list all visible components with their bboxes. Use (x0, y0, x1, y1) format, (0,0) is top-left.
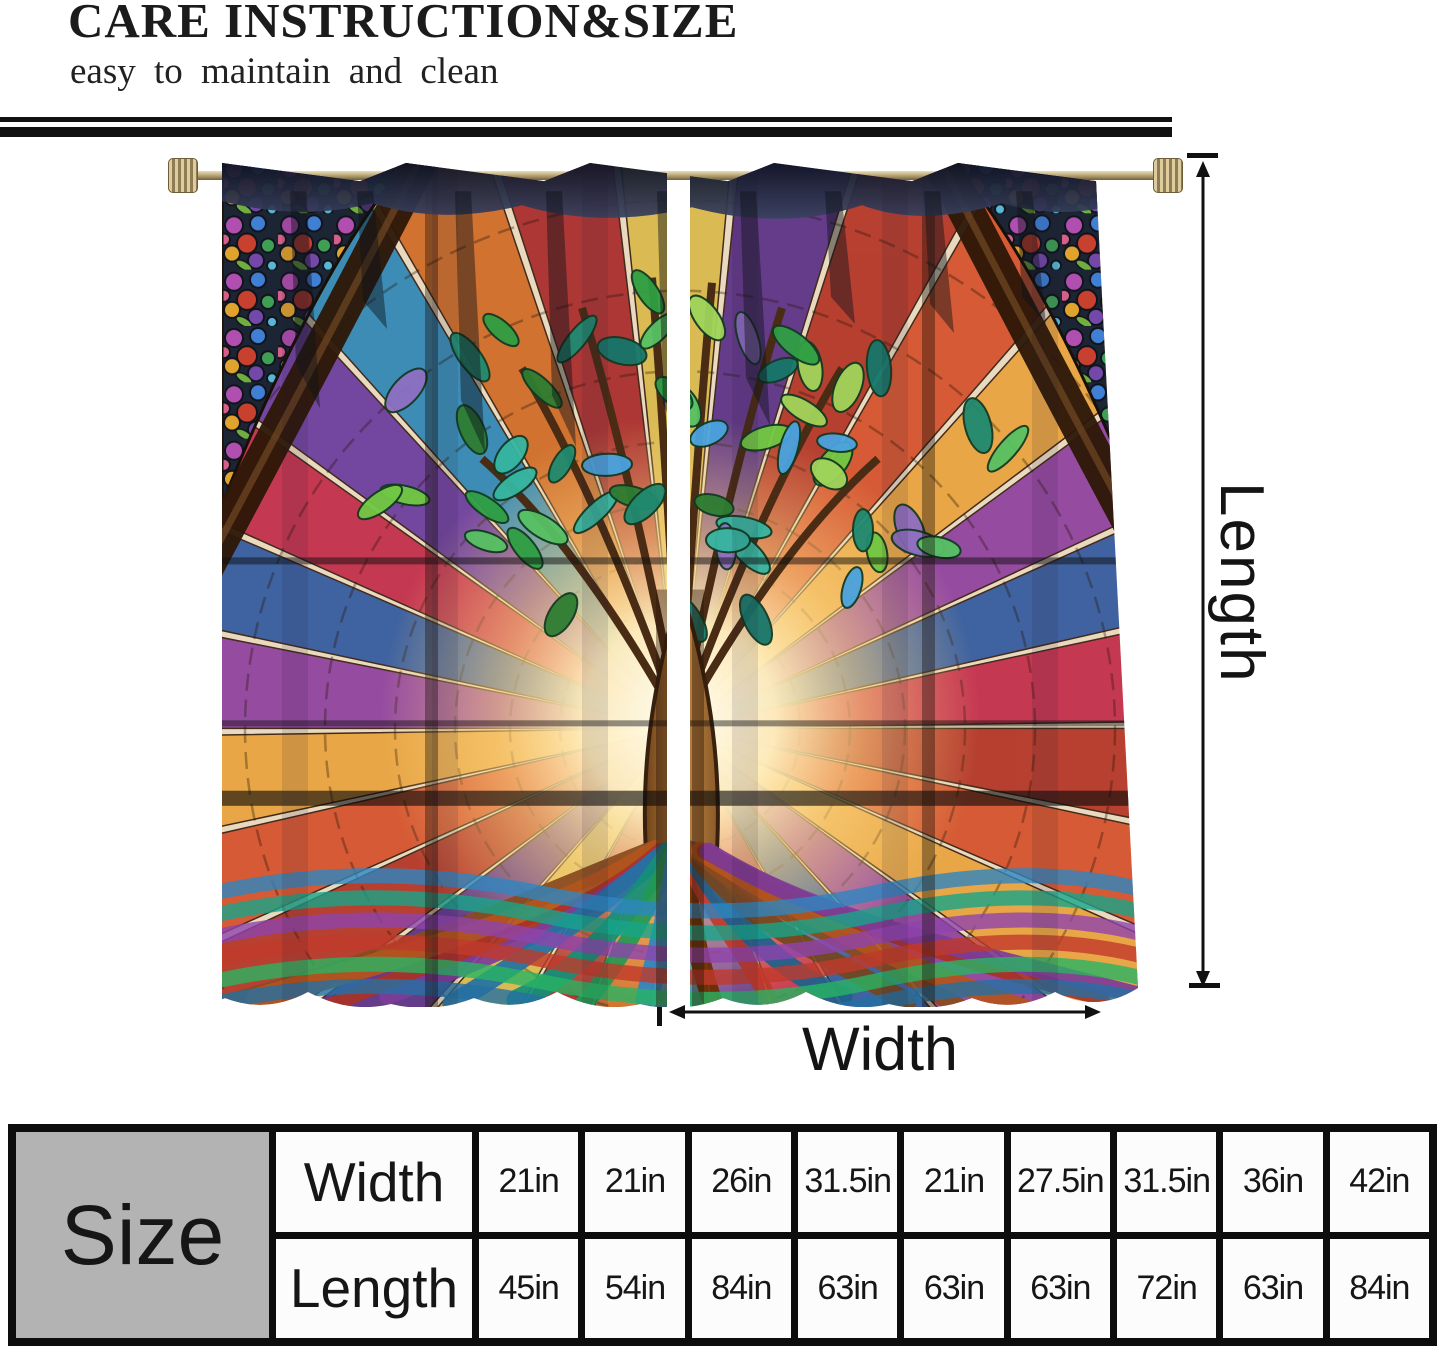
size-value-cell: 31.5in (1117, 1132, 1217, 1232)
length-label: Length (1207, 482, 1276, 684)
size-value-cell: 26in (691, 1132, 791, 1232)
size-row-label-width: Width (276, 1132, 472, 1232)
length-tick-top (1187, 153, 1218, 158)
curtain-rod (180, 171, 1172, 180)
divider-line-thin (0, 117, 1172, 122)
width-arrow (669, 1005, 1101, 1019)
curtain-panel-right (690, 157, 1138, 1007)
width-label: Width (802, 1015, 958, 1083)
width-tick-left (657, 995, 662, 1026)
size-value-cell: 84in (691, 1238, 791, 1338)
size-value-cell: 21in (479, 1132, 579, 1232)
size-value-cell: 63in (904, 1238, 1004, 1338)
size-value-cell: 27.5in (1010, 1132, 1110, 1232)
size-value-cell: 63in (1010, 1238, 1110, 1338)
size-value-cell: 45in (479, 1238, 579, 1338)
size-value-cell: 54in (585, 1238, 685, 1338)
divider-line-thick (0, 127, 1172, 137)
size-row-label-length: Length (276, 1238, 472, 1338)
length-arrow (1196, 161, 1210, 987)
size-value-cell: 42in (1329, 1132, 1429, 1232)
length-tick-bottom (1189, 983, 1220, 988)
size-corner-cell: Size (16, 1132, 269, 1338)
page-title: CARE INSTRUCTION&SIZE (68, 0, 739, 48)
size-value-cell: 63in (1223, 1238, 1323, 1338)
size-value-cell: 72in (1117, 1238, 1217, 1338)
size-table: Size Width 21in 21in 26in 31.5in 21in 27.5in 31… (8, 1124, 1437, 1346)
rod-finial-right (1153, 158, 1183, 193)
curtain-panel-left (222, 157, 667, 1007)
size-value-cell: 31.5in (798, 1132, 898, 1232)
size-value-cell: 21in (904, 1132, 1004, 1232)
size-value-cell: 84in (1329, 1238, 1429, 1338)
page-subtitle: easy to maintain and clean (70, 51, 499, 92)
size-value-cell: 63in (798, 1238, 898, 1338)
rod-finial-left (168, 158, 198, 193)
size-value-cell: 21in (585, 1132, 685, 1232)
size-value-cell: 36in (1223, 1132, 1323, 1232)
